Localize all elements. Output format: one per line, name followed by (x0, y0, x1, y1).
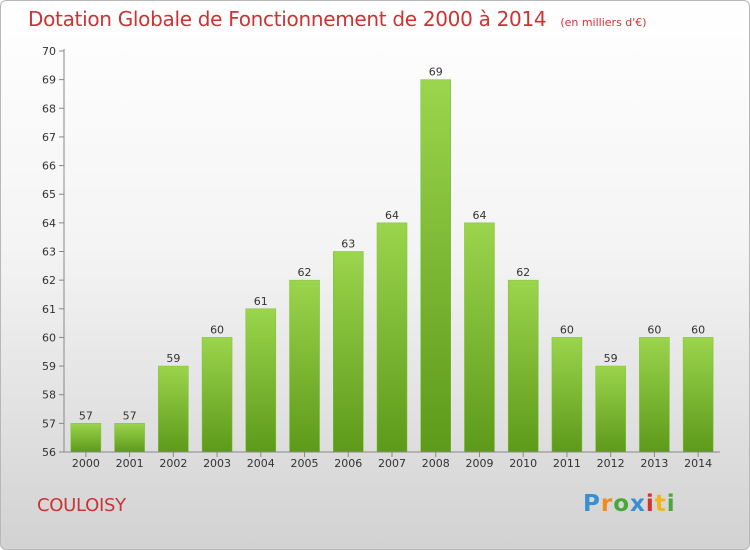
y-tick-label: 64 (42, 217, 56, 230)
y-tick-label: 61 (42, 303, 56, 316)
x-tick-label: 2002 (159, 457, 187, 470)
y-tick-label: 56 (42, 446, 56, 459)
x-tick-label: 2005 (291, 457, 319, 470)
commune-name: COULOISY (37, 495, 126, 516)
bar (595, 365, 626, 453)
bar-value-label: 57 (79, 409, 93, 422)
bar-value-label: 63 (341, 238, 355, 251)
x-tick-label: 2006 (334, 457, 362, 470)
x-tick-label: 2001 (116, 457, 144, 470)
bar-value-label: 69 (429, 66, 443, 79)
logo-letter: o (613, 491, 631, 517)
logo-letter: i (645, 491, 655, 517)
x-tick-label: 2011 (553, 457, 581, 470)
chart-title: Dotation Globale de Fonctionnement de 20… (28, 7, 647, 31)
bar (245, 308, 277, 453)
bar-value-label: 62 (516, 266, 530, 279)
bar-value-label: 60 (647, 323, 661, 336)
bar-value-label: 61 (254, 295, 268, 308)
bar (639, 337, 670, 453)
proxiti-logo: Proxiti (583, 491, 676, 517)
bar (158, 365, 189, 453)
x-tick-label: 2000 (72, 457, 100, 470)
logo-letter: t (654, 491, 667, 517)
bar-value-label: 64 (385, 209, 399, 222)
x-tick-label: 2007 (378, 457, 406, 470)
bar (289, 279, 320, 453)
bar-value-label: 59 (166, 352, 180, 365)
y-tick-label: 68 (42, 102, 56, 115)
x-tick-label: 2012 (597, 457, 625, 470)
bar (507, 279, 539, 453)
bar (333, 251, 364, 453)
x-tick-label: 2009 (465, 457, 493, 470)
bar-value-label: 59 (604, 352, 618, 365)
y-tick-label: 65 (42, 188, 56, 201)
x-tick-label: 2008 (422, 457, 450, 470)
x-tick-label: 2003 (203, 457, 231, 470)
logo-letter: P (583, 491, 601, 517)
bar-value-label: 60 (560, 323, 574, 336)
y-tick-label: 66 (42, 160, 56, 173)
y-tick-label: 62 (42, 274, 56, 287)
chart-unit-label: (en milliers d'€) (560, 16, 647, 29)
bar (464, 222, 495, 453)
x-tick-label: 2004 (247, 457, 275, 470)
bar-value-label: 60 (691, 323, 705, 336)
x-tick-label: 2013 (640, 457, 668, 470)
y-tick-label: 58 (42, 389, 56, 402)
x-tick-label: 2014 (684, 457, 712, 470)
logo-letter: r (600, 491, 614, 517)
bar (70, 423, 102, 453)
bar-value-label: 60 (210, 323, 224, 336)
bar (420, 79, 451, 453)
bar (682, 337, 714, 453)
y-tick-label: 63 (42, 246, 56, 259)
logo-letter: x (630, 491, 646, 517)
y-tick-label: 57 (42, 417, 56, 430)
y-tick-label: 59 (42, 360, 56, 373)
bar-value-label: 64 (472, 209, 486, 222)
chart-title-text: Dotation Globale de Fonctionnement de 20… (28, 7, 547, 31)
bar-value-label: 62 (298, 266, 312, 279)
bar (201, 337, 233, 453)
y-tick-label: 70 (42, 45, 56, 58)
bar-value-label: 57 (123, 409, 137, 422)
y-tick-label: 67 (42, 131, 56, 144)
bar (551, 337, 583, 453)
y-tick-label: 60 (42, 331, 56, 344)
bar (114, 423, 145, 453)
y-tick-label: 69 (42, 74, 56, 87)
x-tick-label: 2010 (509, 457, 537, 470)
bar (376, 222, 408, 453)
logo-letter: i (666, 491, 676, 517)
